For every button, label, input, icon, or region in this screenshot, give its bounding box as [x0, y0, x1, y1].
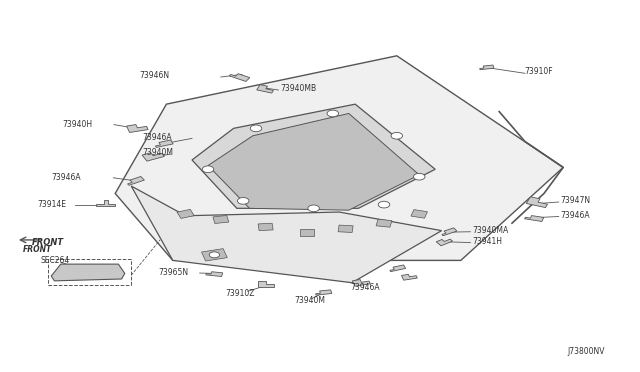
Text: 73946A: 73946A: [560, 211, 589, 220]
Circle shape: [202, 166, 214, 173]
Circle shape: [413, 173, 425, 180]
Polygon shape: [338, 225, 353, 232]
Text: 73941H: 73941H: [472, 237, 502, 246]
Text: 73946N: 73946N: [140, 71, 170, 80]
Text: FRONT: FRONT: [32, 238, 64, 247]
Circle shape: [250, 125, 262, 132]
Polygon shape: [51, 264, 125, 281]
Text: J73800NV: J73800NV: [567, 347, 605, 356]
Polygon shape: [316, 290, 332, 295]
Polygon shape: [257, 281, 274, 287]
Polygon shape: [525, 215, 544, 221]
Polygon shape: [258, 223, 273, 231]
Polygon shape: [96, 199, 115, 206]
Text: 73940M: 73940M: [142, 148, 173, 157]
Polygon shape: [442, 228, 457, 236]
Circle shape: [209, 252, 220, 258]
Polygon shape: [202, 248, 227, 261]
Polygon shape: [257, 85, 273, 93]
Polygon shape: [127, 125, 148, 132]
Text: 73914E: 73914E: [37, 200, 66, 209]
Text: 73940MB: 73940MB: [280, 84, 316, 93]
Polygon shape: [300, 229, 314, 236]
Polygon shape: [436, 239, 452, 246]
Text: 73946A: 73946A: [51, 173, 81, 182]
Polygon shape: [131, 186, 442, 283]
Text: 73910F: 73910F: [525, 67, 554, 76]
Polygon shape: [401, 275, 417, 280]
Text: 73946A: 73946A: [351, 283, 380, 292]
Polygon shape: [142, 153, 164, 161]
Polygon shape: [127, 176, 145, 185]
Polygon shape: [192, 104, 435, 208]
Text: FRONT: FRONT: [22, 245, 52, 254]
Circle shape: [391, 132, 403, 139]
Text: 73947N: 73947N: [560, 196, 590, 205]
Polygon shape: [115, 56, 563, 260]
Text: 73946A: 73946A: [142, 133, 172, 142]
Circle shape: [378, 201, 390, 208]
Polygon shape: [206, 272, 223, 276]
Polygon shape: [213, 215, 228, 224]
Circle shape: [237, 198, 249, 204]
Polygon shape: [156, 140, 173, 147]
Text: 73940H: 73940H: [63, 120, 93, 129]
Circle shape: [327, 110, 339, 117]
Polygon shape: [177, 209, 194, 218]
Polygon shape: [526, 197, 548, 208]
Text: 73965N: 73965N: [159, 268, 189, 277]
Polygon shape: [411, 209, 428, 218]
Polygon shape: [376, 219, 392, 227]
Circle shape: [308, 205, 319, 212]
Polygon shape: [480, 65, 494, 70]
Text: 73940M: 73940M: [294, 296, 325, 305]
Polygon shape: [208, 113, 419, 210]
Polygon shape: [390, 265, 406, 272]
Text: SEC264: SEC264: [40, 256, 70, 265]
Text: 73940MA: 73940MA: [472, 226, 509, 235]
Polygon shape: [353, 280, 371, 286]
Text: 73910Z: 73910Z: [225, 289, 255, 298]
Polygon shape: [229, 74, 250, 81]
